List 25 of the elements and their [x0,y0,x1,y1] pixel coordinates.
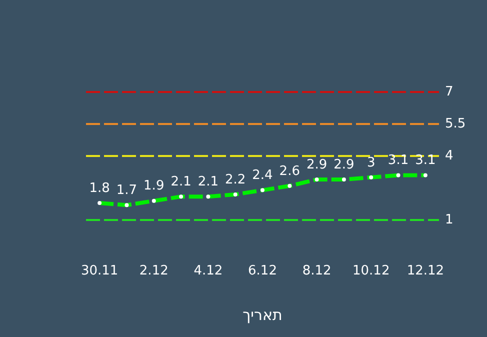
ref-line-label: 1 [445,212,454,228]
data-label: 2.4 [252,168,273,184]
data-label: 1.8 [89,180,110,196]
data-label: 3.1 [415,153,436,168]
data-label: 2.9 [306,157,328,172]
data-label: 1.9 [144,178,164,194]
ref-line-label: 7 [445,84,454,100]
data-label: 1.7 [116,182,138,198]
x-tick-label: 8.12 [302,264,332,279]
data-label: 3 [366,155,376,170]
ref-line-label: 5.5 [445,116,466,132]
x-tick-label: 12.12 [406,264,444,279]
data-label: 2.9 [334,157,354,172]
data-label: 2.1 [170,174,192,190]
x-tick-label: 10.12 [352,264,390,279]
x-tick-label: 30.11 [80,264,118,279]
data-label: 3.1 [388,153,409,168]
x-tick-label: 6.12 [248,264,277,279]
data-label: 2.2 [225,172,246,188]
ref-line-label: 4 [445,148,454,164]
data-label: 2.6 [279,164,300,179]
data-label: 2.1 [198,174,219,190]
x-tick-label: 2.12 [139,264,168,279]
x-tick-label: 4.12 [194,264,223,279]
x-axis-title: תאריך [242,306,282,324]
